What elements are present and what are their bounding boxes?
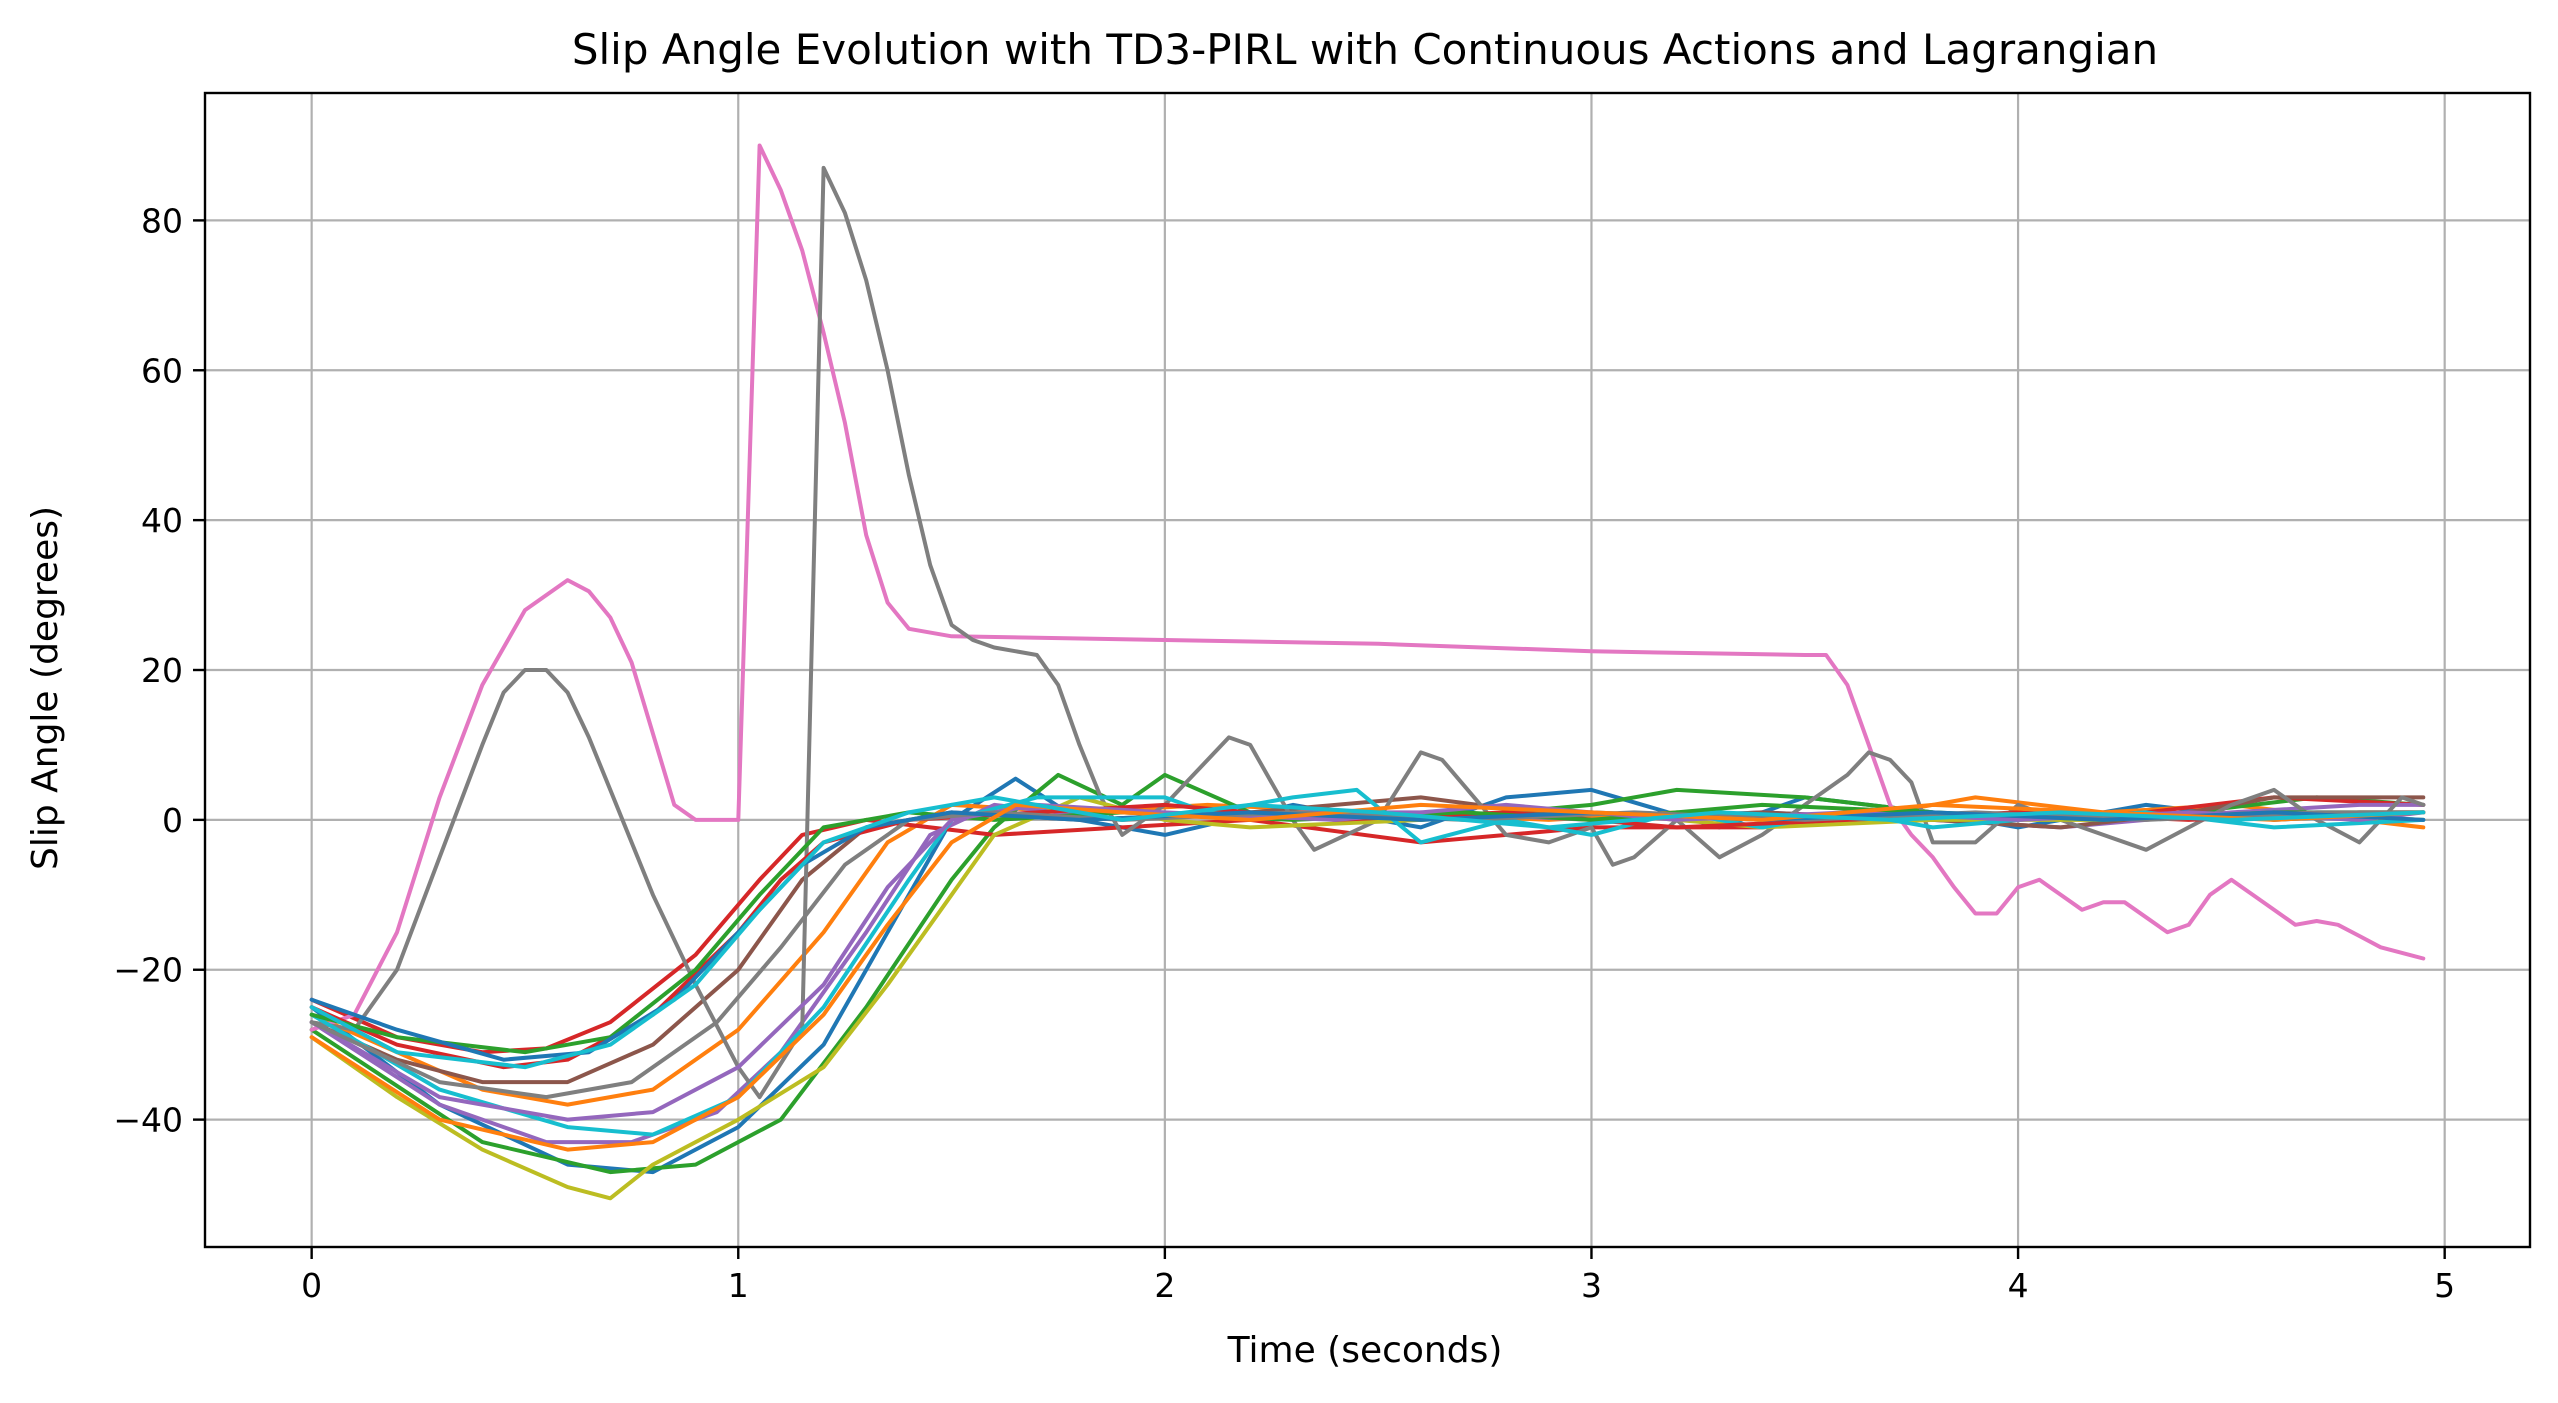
series-line-9 bbox=[309, 795, 2426, 1201]
x-tick-label: 2 bbox=[1154, 1266, 1175, 1305]
chart-title: Slip Angle Evolution with TD3-PIRL with … bbox=[572, 25, 2158, 74]
x-tick-label: 4 bbox=[2008, 1266, 2029, 1305]
y-tick-label: −40 bbox=[113, 1101, 183, 1140]
x-tick-label: 0 bbox=[301, 1266, 322, 1305]
x-axis-label: Time (seconds) bbox=[1227, 1330, 1503, 1371]
y-tick-label: 20 bbox=[141, 651, 183, 690]
x-tick-label: 3 bbox=[1581, 1266, 1602, 1305]
series-lines bbox=[309, 143, 2426, 1201]
y-tick-label: 0 bbox=[162, 801, 183, 840]
series-line-17 bbox=[309, 795, 2426, 1070]
x-tick-label: 1 bbox=[728, 1266, 749, 1305]
y-tick-label: 60 bbox=[141, 351, 183, 390]
y-tick-label: −20 bbox=[113, 951, 183, 990]
x-tick-label: 5 bbox=[2434, 1266, 2455, 1305]
y-tick-label: 80 bbox=[141, 201, 183, 240]
series-line-7 bbox=[309, 143, 2426, 1032]
y-axis-label: Slip Angle (degrees) bbox=[25, 506, 66, 870]
y-tick-label: 40 bbox=[141, 501, 183, 540]
axis-ticks: 0 1 2 3 4 5 −40 −20 0 20 40 60 80 bbox=[113, 201, 2455, 1305]
